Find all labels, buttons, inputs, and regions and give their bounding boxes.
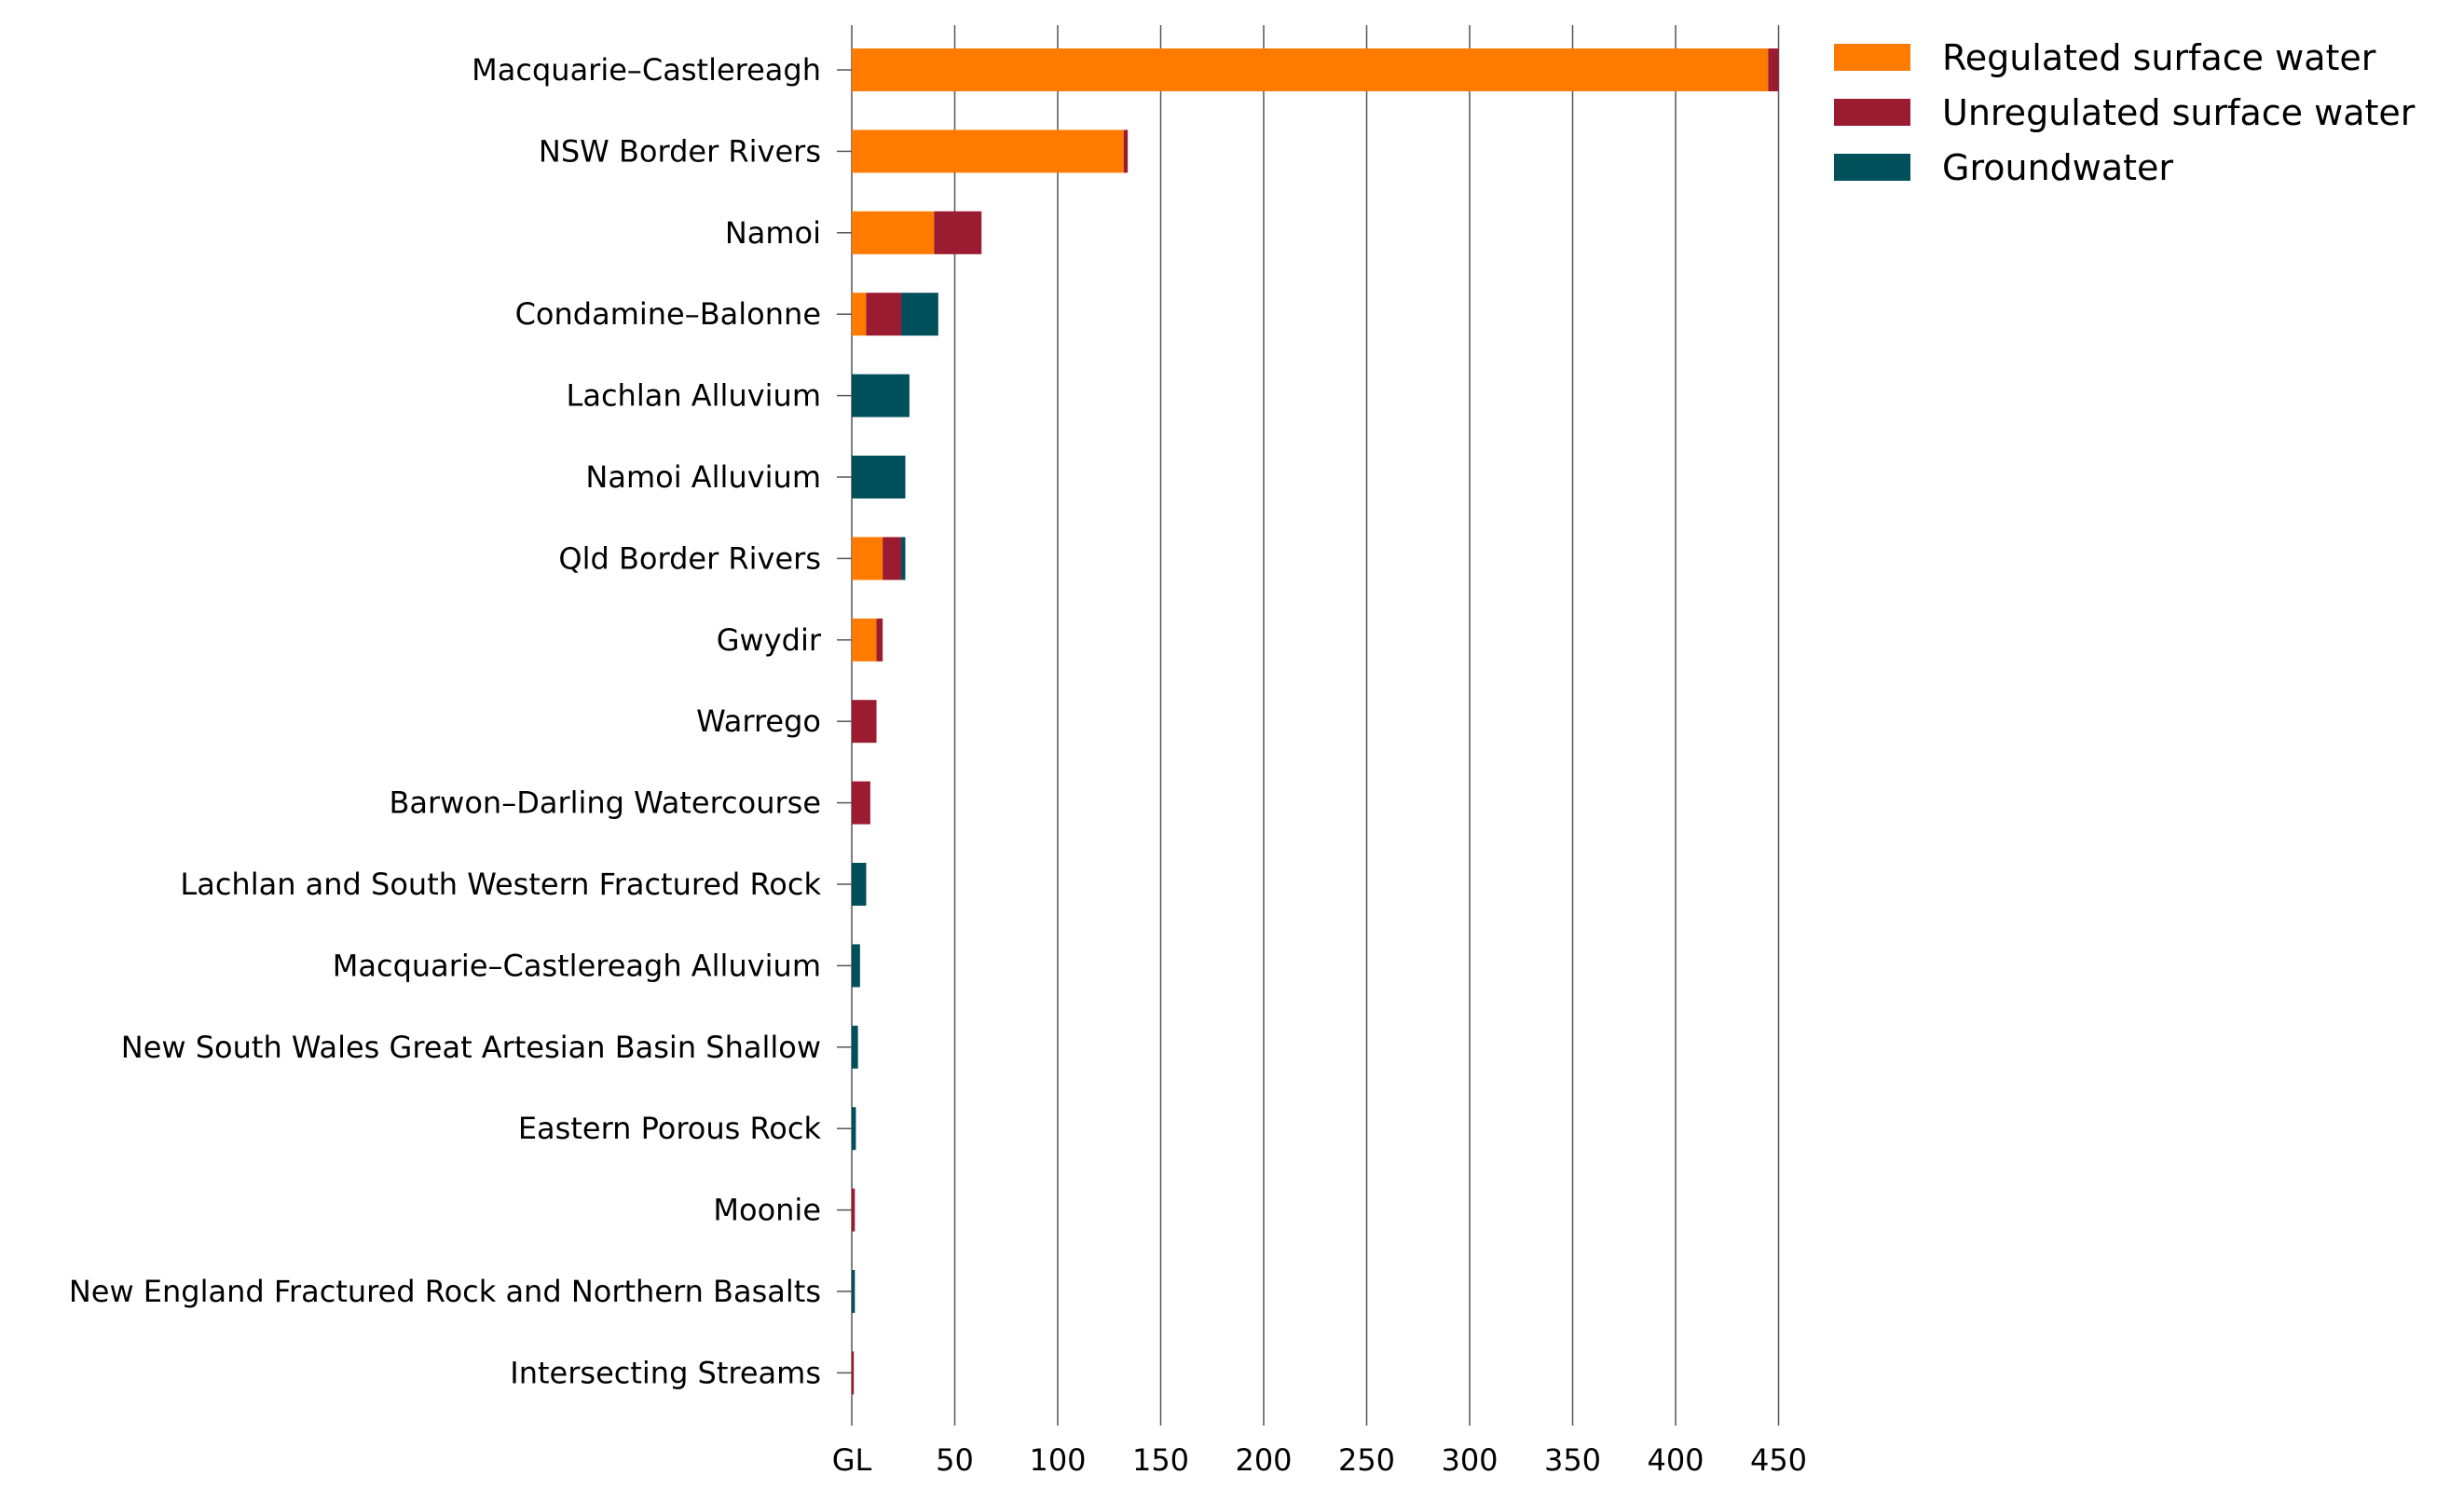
bar-segment xyxy=(852,618,877,662)
x-tick-label: GL xyxy=(832,1442,872,1478)
category-label: Gwydir xyxy=(717,622,822,658)
category-axis: Macquarie–Castlereagh NSW Border Rivers Na… xyxy=(69,52,852,1390)
bar-segment xyxy=(901,537,906,580)
bar-segment xyxy=(852,537,883,580)
bar-segment xyxy=(1123,130,1129,173)
bar-segment xyxy=(852,863,867,906)
category-label: Namoi Alluvium xyxy=(585,459,821,495)
bar-segment xyxy=(852,1270,856,1313)
category-label: Lachlan Alluvium xyxy=(567,378,822,414)
category-label: Moonie xyxy=(713,1193,821,1228)
legend-swatch xyxy=(1834,99,1910,126)
bar-segment xyxy=(852,1188,856,1232)
gridlines xyxy=(851,25,1780,1426)
x-tick-label: 250 xyxy=(1338,1442,1395,1478)
category-label: New South Wales Great Artesian Basin Sha… xyxy=(121,1030,821,1065)
bar-segment xyxy=(934,211,982,254)
category-label: Warrego xyxy=(696,703,821,739)
bar-segment xyxy=(852,1107,856,1151)
x-tick-label: 150 xyxy=(1132,1442,1189,1478)
x-tick-label: 300 xyxy=(1441,1442,1498,1478)
legend-label: Regulated surface water xyxy=(1942,37,2376,78)
legend-label: Groundwater xyxy=(1942,147,2173,188)
bar-segment xyxy=(852,456,906,498)
bar-segment xyxy=(883,537,902,580)
category-label: Intersecting Streams xyxy=(510,1355,821,1390)
legend-swatch xyxy=(1834,154,1910,181)
category-label: Lachlan and South Western Fractured Rock xyxy=(180,867,821,902)
bar-segment xyxy=(1768,48,1779,91)
bar-segment xyxy=(852,700,877,744)
x-tick-label: 50 xyxy=(936,1442,974,1478)
bar-segment xyxy=(852,293,867,336)
bar-segment xyxy=(852,944,860,988)
legend: Regulated surface water Unregulated surfa… xyxy=(1834,37,2416,188)
bar-segment xyxy=(901,293,938,336)
category-label: Macquarie–Castlereagh xyxy=(472,52,821,88)
bars xyxy=(852,48,1779,1395)
category-label: Barwon–Darling Watercourse xyxy=(389,785,821,821)
bar-segment xyxy=(852,374,910,417)
category-label: Qld Border Rivers xyxy=(558,540,821,576)
x-tick-label: 200 xyxy=(1235,1442,1292,1478)
bar-segment xyxy=(852,1025,858,1069)
x-tick-label: 450 xyxy=(1750,1442,1807,1478)
bar-segment xyxy=(852,1351,855,1395)
x-tick-label: 350 xyxy=(1544,1442,1601,1478)
bar-segment xyxy=(852,781,870,825)
x-tick-label: 400 xyxy=(1647,1442,1704,1478)
legend-swatch xyxy=(1834,44,1910,71)
bar-segment xyxy=(876,618,883,662)
category-label: Namoi xyxy=(725,215,821,251)
bar-segment xyxy=(852,48,1769,91)
value-axis: GL 50 100 150 200 250 300 350 400 450 xyxy=(832,1442,1807,1478)
category-label: Macquarie–Castlereagh Alluvium xyxy=(333,948,821,983)
legend-label: Unregulated surface water xyxy=(1942,92,2416,133)
bar-segment xyxy=(852,130,1124,173)
category-label: NSW Border Rivers xyxy=(539,133,821,169)
category-label: New England Fractured Rock and Northern … xyxy=(69,1274,821,1309)
bar-segment xyxy=(852,211,935,254)
x-tick-label: 100 xyxy=(1029,1442,1086,1478)
category-label: Eastern Porous Rock xyxy=(518,1111,822,1146)
bar-segment xyxy=(866,293,902,336)
category-label: Condamine–Balonne xyxy=(515,296,821,332)
